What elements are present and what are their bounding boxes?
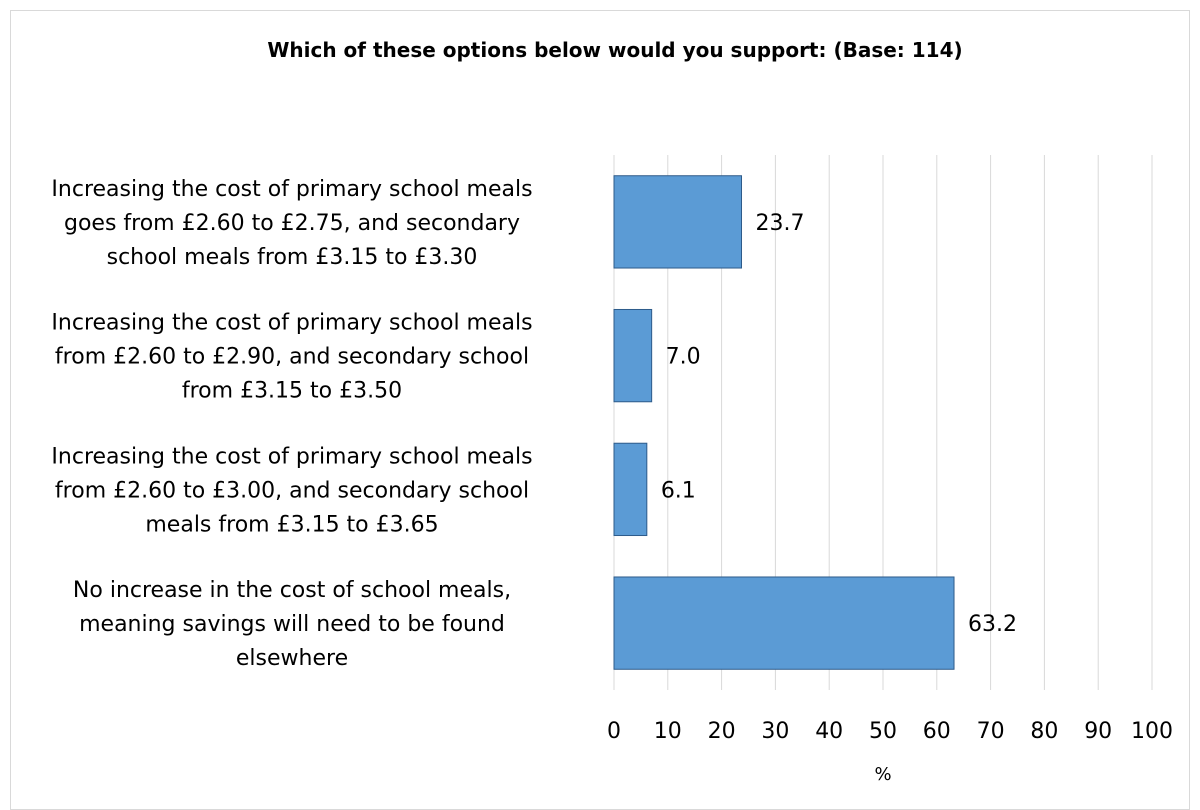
category-label: Increasing the cost of primary school me… (51, 444, 532, 469)
category-label: goes from £2.60 to £2.75, and secondary (64, 211, 520, 236)
x-tick-label: 30 (761, 719, 789, 744)
x-tick-label: 50 (869, 719, 897, 744)
bar (613, 576, 955, 670)
x-tick-label: 10 (654, 719, 682, 744)
category-label: Increasing the cost of primary school me… (51, 311, 532, 336)
bar (613, 442, 648, 537)
data-label: 7.0 (666, 345, 701, 370)
category-label: from £3.15 to £3.50 (182, 379, 402, 404)
chart-title: Which of these options below would you s… (267, 38, 963, 62)
category-label: elsewhere (236, 646, 348, 671)
data-label: 23.7 (756, 211, 805, 236)
category-label: meals from £3.15 to £3.65 (145, 512, 438, 537)
x-axis-title: % (874, 764, 891, 785)
category-label: Increasing the cost of primary school me… (51, 177, 532, 202)
category-label: meaning savings will need to be found (79, 612, 505, 637)
category-label: from £2.60 to £2.90, and secondary schoo… (55, 345, 529, 370)
x-tick-label: 20 (708, 719, 736, 744)
bar (613, 175, 743, 269)
x-tick-label: 40 (815, 719, 843, 744)
data-label: 63.2 (968, 612, 1017, 637)
x-tick-label: 60 (923, 719, 951, 744)
x-tick-label: 70 (977, 719, 1005, 744)
x-tick-label: 0 (607, 719, 621, 744)
data-label: 6.1 (661, 478, 696, 503)
category-label: school meals from £3.15 to £3.30 (107, 245, 478, 270)
bar (613, 308, 653, 403)
category-label: No increase in the cost of school meals, (73, 578, 511, 603)
category-label: from £2.60 to £3.00, and secondary schoo… (55, 478, 529, 503)
x-tick-label: 90 (1084, 719, 1112, 744)
x-tick-label: 80 (1030, 719, 1058, 744)
bar-chart: 0 10 20 30 40 50 60 70 80 90 100% 23.7 Increasing th… (51, 155, 1173, 785)
chart-frame (10, 10, 1190, 810)
x-tick-label: 100 (1131, 719, 1173, 744)
